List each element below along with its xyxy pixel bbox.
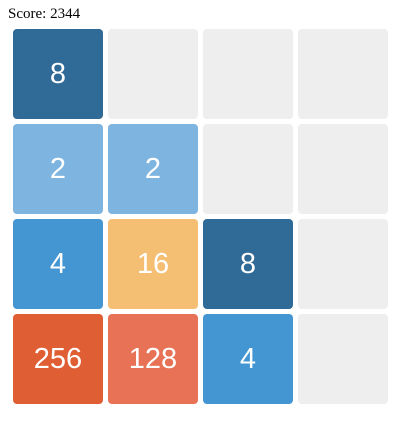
game-board[interactable]: 8 2 2 4 16 8 256 128 4 xyxy=(13,29,388,404)
cell-r4-c2: 128 xyxy=(108,314,198,404)
cell-r3-c2: 16 xyxy=(108,219,198,309)
cell-r1-c2 xyxy=(108,29,198,119)
cell-r2-c1: 2 xyxy=(13,124,103,214)
score-display: Score: 2344 xyxy=(8,4,80,24)
cell-r3-c4 xyxy=(298,219,388,309)
score-value: 2344 xyxy=(50,6,81,22)
cell-r3-c1: 4 xyxy=(13,219,103,309)
cell-r1-c4 xyxy=(298,29,388,119)
score-label: Score: xyxy=(8,6,47,22)
cell-r2-c4 xyxy=(298,124,388,214)
cell-r4-c3: 4 xyxy=(203,314,293,404)
cell-r4-c1: 256 xyxy=(13,314,103,404)
cell-r2-c3 xyxy=(203,124,293,214)
cell-r1-c3 xyxy=(203,29,293,119)
cell-r2-c2: 2 xyxy=(108,124,198,214)
cell-r4-c4 xyxy=(298,314,388,404)
cell-r1-c1: 8 xyxy=(13,29,103,119)
cell-r3-c3: 8 xyxy=(203,219,293,309)
